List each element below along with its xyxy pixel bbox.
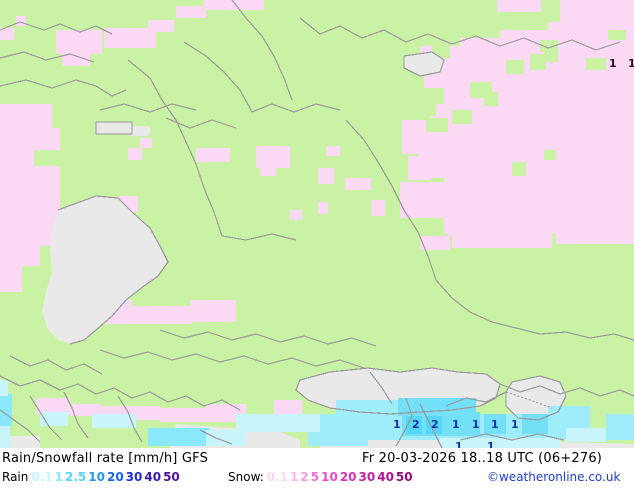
legend-value: 10 xyxy=(321,470,338,484)
snow-gap-layer xyxy=(420,30,626,176)
rain-legend-label: Rain xyxy=(2,470,29,484)
rain-legend-values: 0.1 1 2.5 10 20 30 40 50 xyxy=(31,470,181,484)
precip-value-label: 1 xyxy=(511,418,519,431)
precip-value-label: 1 xyxy=(609,57,617,70)
weather-map[interactable]: 1 2 2 1 1 1 1 1 1 1 1 xyxy=(0,0,634,448)
precip-value-label: 1 xyxy=(455,440,463,448)
legend-value: 20 xyxy=(106,470,124,484)
forecast-datetime: Fr 20-03-2026 18..18 UTC (06+276) xyxy=(362,451,603,466)
rain-legend: Rain 0.1 1 2.5 10 20 30 40 50 xyxy=(2,470,182,484)
legend-value: 2.5 xyxy=(65,470,87,484)
legend-value: 10 xyxy=(88,470,105,484)
snow-legend-label: Snow: xyxy=(228,470,264,484)
legend-value: 1 xyxy=(54,470,63,484)
legend-value: 50 xyxy=(395,470,413,484)
precip-value-label: 1 xyxy=(452,418,460,431)
legend-value: 40 xyxy=(377,470,394,484)
page-title: Rain/Snowfall rate [mm/h] GFS xyxy=(2,451,209,466)
legend-value: 2 xyxy=(300,470,309,484)
precip-value-label: 1 xyxy=(393,418,401,431)
precip-value-label: 1 xyxy=(491,418,499,431)
precip-value-label: 1 xyxy=(472,418,480,431)
precip-value-label: 2 xyxy=(431,418,439,431)
legend-value: 5 xyxy=(310,470,320,484)
legend-value: 30 xyxy=(125,470,143,484)
precip-value-label: 2 xyxy=(412,418,420,431)
legend-value: 40 xyxy=(144,470,162,484)
legend-value: 0.1 xyxy=(266,470,289,484)
aral-outline xyxy=(505,391,553,409)
map-footer: Rain/Snowfall rate [mm/h] GFS Fr 20-03-2… xyxy=(0,448,634,490)
precip-value-label: 1 xyxy=(628,57,634,70)
copyright-notice: ©weatheronline.co.uk xyxy=(487,470,621,484)
legend-value: 1 xyxy=(290,470,299,484)
borders-layer xyxy=(0,0,634,448)
map-canvas xyxy=(0,0,634,448)
legend-value: 30 xyxy=(358,470,376,484)
snow-legend-values: 0.1 1 2 5 10 20 30 40 50 xyxy=(267,470,415,484)
snow-legend: Snow: 0.1 1 2 5 10 20 30 40 50 xyxy=(228,470,415,484)
legend-value: 50 xyxy=(163,470,180,484)
legend-value: 20 xyxy=(339,470,357,484)
legend-value: 0.1 xyxy=(31,470,53,484)
precip-value-label: 1 xyxy=(487,440,495,448)
